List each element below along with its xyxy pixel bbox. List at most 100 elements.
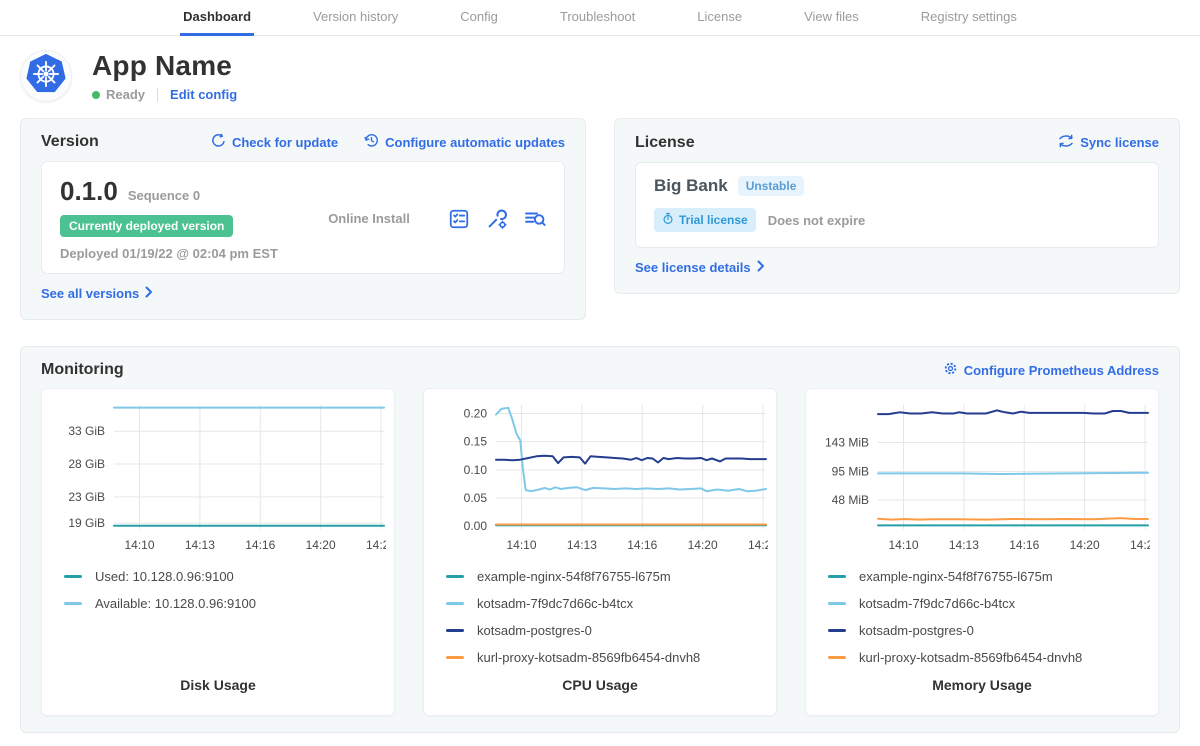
svg-text:14:10: 14:10 <box>506 538 536 552</box>
svg-text:14:23: 14:23 <box>748 538 768 552</box>
legend-item: kotsadm-7f9dc7d66c-b4tcx <box>446 596 768 611</box>
svg-text:14:10: 14:10 <box>888 538 918 552</box>
tab-dashboard[interactable]: Dashboard <box>180 0 255 36</box>
channel-badge: Unstable <box>737 176 805 196</box>
stopwatch-icon <box>662 212 674 228</box>
deployed-badge: Currently deployed version <box>60 215 234 237</box>
top-nav-tabs: Dashboard Version history Config Troublesho… <box>180 0 1020 36</box>
page-title: App Name <box>92 50 233 81</box>
current-version-box: 0.1.0 Sequence 0 Currently deployed vers… <box>41 161 565 274</box>
legend-swatch <box>446 656 464 659</box>
chart-legend: example-nginx-54f8f76755-l675m kotsadm-7f… <box>828 569 1150 677</box>
deployed-timestamp: Deployed 01/19/22 @ 02:04 pm EST <box>60 246 278 261</box>
tab-license[interactable]: License <box>697 9 743 24</box>
tab-config[interactable]: Config <box>460 9 498 24</box>
legend-item: example-nginx-54f8f76755-l675m <box>446 569 768 584</box>
legend-item: kotsadm-7f9dc7d66c-b4tcx <box>828 596 1150 611</box>
app-header: App Name Ready Edit config <box>20 50 1180 102</box>
legend-swatch <box>446 575 464 578</box>
disk-usage-chart: 33 GiB 28 GiB 23 GiB 19 GiB 14:10 14:13 14:16 1… <box>68 405 386 552</box>
install-type-label: Online Install <box>328 211 410 226</box>
license-customer-name: Big Bank <box>654 176 728 195</box>
check-for-update-link[interactable]: Check for update <box>211 133 338 151</box>
page-body: App Name Ready Edit config Version <box>0 50 1200 733</box>
sequence-label: Sequence 0 <box>127 188 201 203</box>
see-all-versions-link[interactable]: See all versions <box>41 286 153 301</box>
chart-legend: Used: 10.128.0.96:9100 Available: 10.128.… <box>64 569 386 623</box>
legend-item: Used: 10.128.0.96:9100 <box>64 569 386 584</box>
svg-text:14:23: 14:23 <box>366 538 386 552</box>
legend-item: kotsadm-postgres-0 <box>446 623 768 638</box>
svg-text:14:20: 14:20 <box>688 538 718 552</box>
cpu-usage-chart: 0.20 0.15 0.10 0.05 0.00 14:10 14:13 14:16 14:20… <box>464 405 768 552</box>
config-wrench-gear-icon[interactable] <box>486 208 508 230</box>
disk-usage-chart-card: 33 GiB 28 GiB 23 GiB 19 GiB 14:10 14:13 14:16 1… <box>41 388 395 716</box>
tab-registry-settings[interactable]: Registry settings <box>920 9 1017 24</box>
status-text: Ready <box>106 87 146 102</box>
preflight-checklist-icon[interactable] <box>448 208 470 230</box>
memory-usage-chart-card: 143 MiB 95 MiB 48 MiB 14:10 14:13 14:16 14:20 1… <box>805 388 1159 716</box>
legend-swatch <box>64 602 82 605</box>
svg-text:23 GiB: 23 GiB <box>68 490 105 504</box>
monitoring-card: Monitoring Configure Prometheus Address … <box>20 346 1180 733</box>
refresh-icon <box>211 133 226 151</box>
license-card: License Sync license <box>614 118 1180 294</box>
svg-text:14:13: 14:13 <box>949 538 979 552</box>
legend-swatch <box>446 629 464 632</box>
legend-label: kotsadm-postgres-0 <box>477 623 592 638</box>
svg-text:48 MiB: 48 MiB <box>832 493 869 507</box>
version-number: 0.1.0 <box>60 176 118 206</box>
memory-usage-chart: 143 MiB 95 MiB 48 MiB 14:10 14:13 14:16 14:20 1… <box>825 405 1150 552</box>
svg-text:14:23: 14:23 <box>1130 538 1150 552</box>
tab-view-files[interactable]: View files <box>804 9 859 24</box>
see-license-details-link[interactable]: See license details <box>635 260 765 275</box>
svg-text:0.20: 0.20 <box>464 406 488 420</box>
sync-arrows-icon <box>1058 133 1074 152</box>
svg-text:0.10: 0.10 <box>464 463 488 477</box>
license-card-title: License <box>635 133 695 151</box>
legend-label: example-nginx-54f8f76755-l675m <box>477 569 671 584</box>
edit-config-link[interactable]: Edit config <box>170 87 238 102</box>
legend-item: Available: 10.128.0.96:9100 <box>64 596 386 611</box>
legend-item: kurl-proxy-kotsadm-8569fb6454-dnvh8 <box>828 650 1150 665</box>
legend-label: kurl-proxy-kotsadm-8569fb6454-dnvh8 <box>477 650 701 665</box>
monitoring-title: Monitoring <box>41 361 124 378</box>
legend-swatch <box>828 656 846 659</box>
svg-text:14:20: 14:20 <box>306 538 336 552</box>
app-logo <box>20 50 72 102</box>
legend-label: example-nginx-54f8f76755-l675m <box>859 569 1053 584</box>
svg-text:143 MiB: 143 MiB <box>825 436 869 450</box>
legend-label: Available: 10.128.0.96:9100 <box>95 596 256 611</box>
chart-title: CPU Usage <box>562 677 638 693</box>
legend-label: kotsadm-7f9dc7d66c-b4tcx <box>859 596 1016 611</box>
top-nav: Dashboard Version history Config Troublesho… <box>0 0 1200 36</box>
cpu-usage-chart-card: 0.20 0.15 0.10 0.05 0.00 14:10 14:13 14:16 14:20… <box>423 388 777 716</box>
chevron-right-icon <box>145 286 153 301</box>
svg-text:19 GiB: 19 GiB <box>68 516 105 530</box>
svg-text:14:13: 14:13 <box>567 538 597 552</box>
license-details-box: Big Bank Unstable Trial l <box>635 162 1159 248</box>
legend-label: kurl-proxy-kotsadm-8569fb6454-dnvh8 <box>859 650 1083 665</box>
svg-text:14:10: 14:10 <box>124 538 154 552</box>
svg-text:14:16: 14:16 <box>627 538 657 552</box>
status-dot <box>92 90 100 99</box>
configure-prometheus-link[interactable]: Configure Prometheus Address <box>943 361 1159 379</box>
chart-legend: example-nginx-54f8f76755-l675m kotsadm-7f… <box>446 569 768 677</box>
tab-troubleshoot[interactable]: Troubleshoot <box>559 9 636 24</box>
legend-item: kotsadm-postgres-0 <box>828 623 1150 638</box>
legend-swatch <box>828 602 846 605</box>
svg-text:95 MiB: 95 MiB <box>832 465 869 479</box>
tab-version-history[interactable]: Version history <box>313 9 399 24</box>
legend-swatch <box>828 629 846 632</box>
svg-text:0.15: 0.15 <box>464 435 488 449</box>
sync-license-link[interactable]: Sync license <box>1058 133 1159 152</box>
configure-automatic-updates-link[interactable]: Configure automatic updates <box>364 133 565 151</box>
legend-label: kotsadm-7f9dc7d66c-b4tcx <box>477 596 634 611</box>
chart-title: Memory Usage <box>932 677 1032 693</box>
view-logs-icon[interactable] <box>524 208 546 230</box>
svg-text:0.00: 0.00 <box>464 519 488 533</box>
legend-swatch <box>828 575 846 578</box>
legend-item: kurl-proxy-kotsadm-8569fb6454-dnvh8 <box>446 650 768 665</box>
version-card-title: Version <box>41 133 99 150</box>
chart-title: Disk Usage <box>180 677 256 693</box>
